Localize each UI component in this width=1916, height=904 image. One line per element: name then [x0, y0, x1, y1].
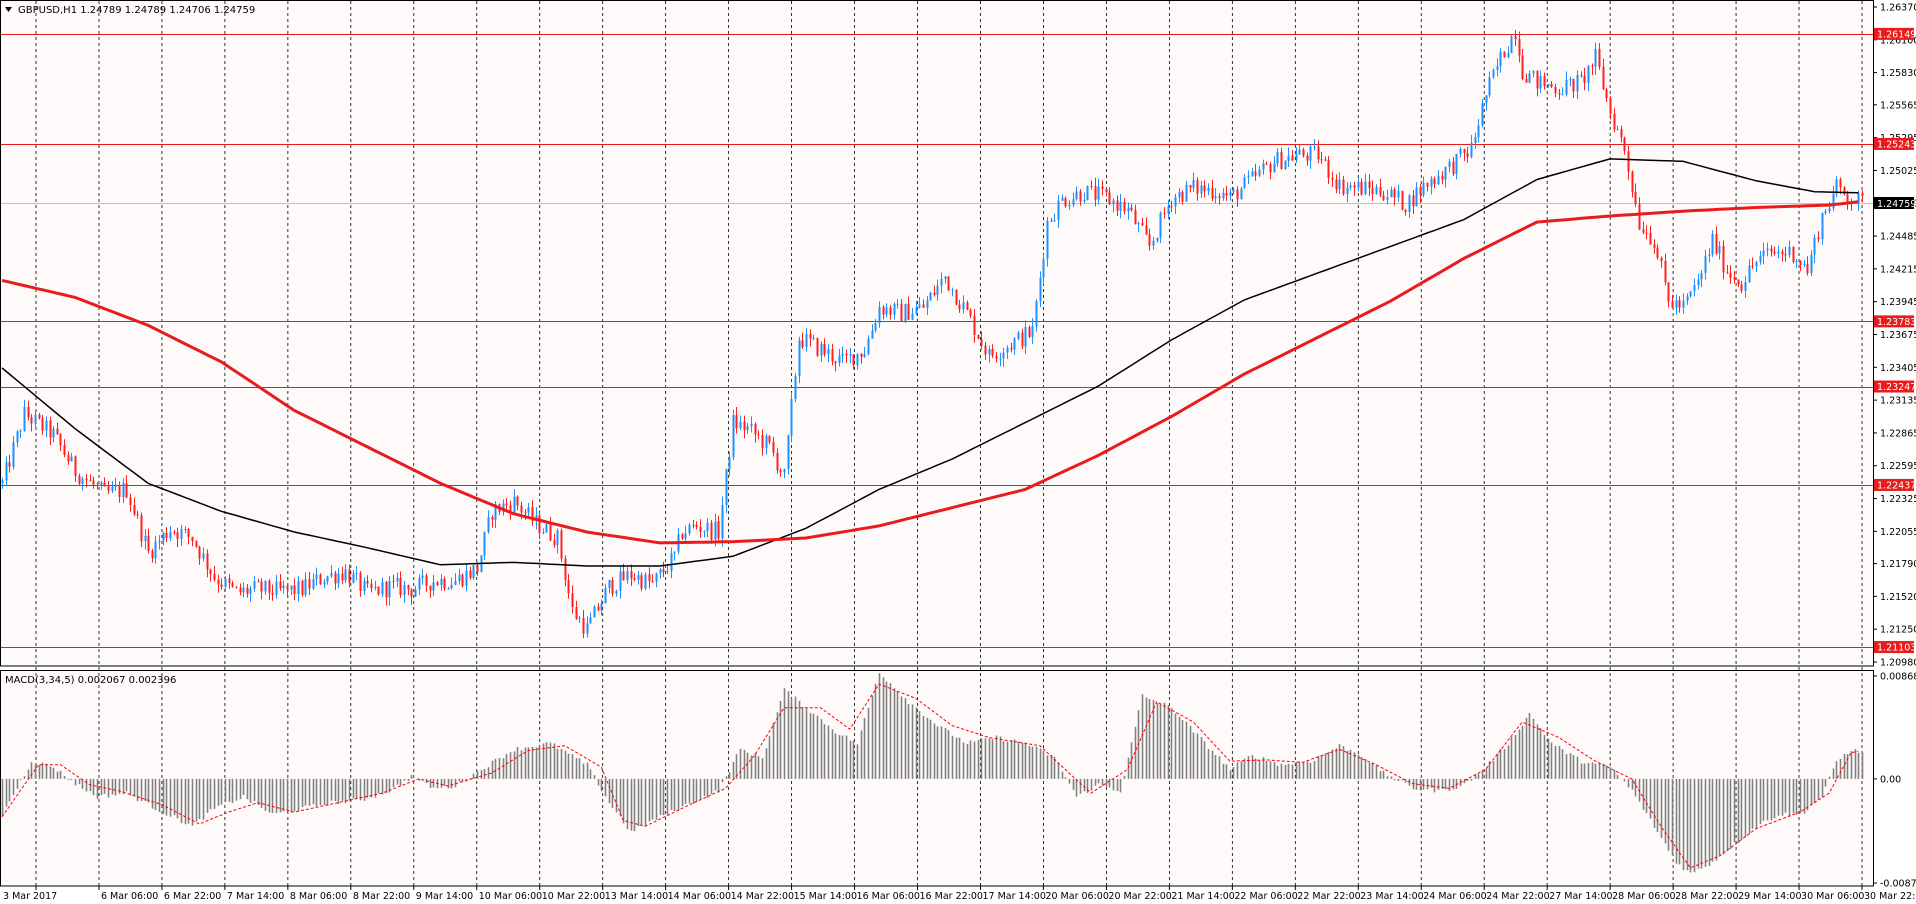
ma-fast-line [1, 158, 1859, 567]
y-tick-label: 1.25025 [1880, 166, 1916, 177]
price-panel[interactable] [1, 1, 1873, 666]
x-tick-label: 6 Mar 06:00 [101, 891, 158, 902]
x-tick-label: 16 Mar 22:00 [920, 891, 983, 902]
x-tick-label: 17 Mar 14:00 [982, 891, 1045, 902]
moving-averages [1, 158, 1859, 567]
level-tag-label: 1.22437 [1877, 480, 1916, 491]
macd-title: MACD(3,34,5) 0.002067 0.002396 [5, 675, 176, 686]
x-tick-label: 13 Mar 14:00 [605, 891, 668, 902]
x-tick-label: 7 Mar 14:00 [227, 891, 284, 902]
macd-y-tick-label: 0.008685 [1880, 671, 1916, 682]
y-tick-label: 1.22055 [1880, 527, 1916, 538]
macd-signal-line [1, 683, 1859, 869]
x-tick-label: 23 Mar 14:00 [1360, 891, 1423, 902]
x-tick-label: 29 Mar 14:00 [1738, 891, 1801, 902]
macd-y-tick-label: -0.008782 [1880, 879, 1916, 890]
y-tick-label: 1.23135 [1880, 396, 1916, 407]
x-tick-label: 21 Mar 14:00 [1171, 891, 1234, 902]
x-tick-label: 6 Mar 22:00 [164, 891, 221, 902]
current-price-tag [1874, 197, 1914, 209]
y-tick-label: 1.21250 [1880, 625, 1916, 636]
macd-y-tick-label: 0.00 [1880, 774, 1901, 785]
level-tag-label: 1.23783 [1877, 317, 1916, 328]
x-tick-label: 14 Mar 06:00 [668, 891, 731, 902]
x-tick-label: 3 Mar 2017 [3, 891, 57, 902]
macd-indicator [1, 673, 1864, 873]
x-tick-label: 30 Mar 22:00 [1864, 891, 1916, 902]
y-tick-label: 1.23945 [1880, 297, 1916, 308]
x-tick-label: 24 Mar 22:00 [1486, 891, 1549, 902]
symbol-label: GBPUSD,H1 [18, 5, 77, 16]
x-tick-label: 30 Mar 06:00 [1801, 891, 1864, 902]
x-tick-label: 8 Mar 22:00 [353, 891, 410, 902]
level-tag-label: 1.23247 [1877, 382, 1916, 393]
level-tag-label: 1.25243 [1877, 139, 1916, 150]
x-tick-label: 14 Mar 22:00 [731, 891, 794, 902]
x-tick-label: 10 Mar 06:00 [479, 891, 542, 902]
x-tick-label: 15 Mar 14:00 [794, 891, 857, 902]
menu-triangle-icon[interactable] [5, 7, 12, 12]
x-tick-label: 20 Mar 06:00 [1045, 891, 1108, 902]
x-tick-label: 28 Mar 06:00 [1612, 891, 1675, 902]
x-tick-label: 16 Mar 06:00 [857, 891, 920, 902]
x-tick-label: 20 Mar 22:00 [1108, 891, 1171, 902]
y-tick-label: 1.25830 [1880, 68, 1916, 79]
level-tag-label: 1.26149 [1877, 29, 1916, 40]
y-tick-label: 1.22595 [1880, 461, 1916, 472]
ohlc-label: 1.24789 1.24789 1.24706 1.24759 [80, 5, 255, 16]
y-tick-label: 1.22865 [1880, 428, 1916, 439]
x-tick-label: 10 Mar 22:00 [542, 891, 605, 902]
price-frame [0, 0, 1874, 667]
y-tick-label: 1.24485 [1880, 232, 1916, 243]
labels: 1.263701.261001.258301.255651.252951.250… [3, 3, 1916, 903]
level-tag [1874, 641, 1914, 654]
macd-frame [0, 670, 1874, 887]
y-tick-label: 1.25565 [1880, 100, 1916, 111]
y-tick-label: 1.24215 [1880, 264, 1916, 275]
current-price-label: 1.24759 [1877, 199, 1916, 210]
x-tick-label: 24 Mar 06:00 [1423, 891, 1486, 902]
y-tick-label: 1.22325 [1880, 494, 1916, 505]
x-tick-label: 22 Mar 22:00 [1297, 891, 1360, 902]
ma-slow-line [1, 200, 1859, 545]
y-tick-label: 1.23405 [1880, 363, 1916, 374]
x-tick-label: 8 Mar 06:00 [290, 891, 347, 902]
horizontal-levels[interactable] [1, 34, 1873, 648]
x-tick-label: 27 Mar 14:00 [1549, 891, 1612, 902]
y-tick-label: 1.21520 [1880, 592, 1916, 603]
y-tick-label: 1.21790 [1880, 559, 1916, 570]
x-tick-label: 28 Mar 22:00 [1675, 891, 1738, 902]
y-tick-label: 1.23675 [1880, 330, 1916, 341]
y-tick-label: 1.26100 [1880, 35, 1916, 46]
level-tag [1874, 315, 1914, 328]
y-tick-label: 1.26370 [1880, 3, 1916, 14]
x-tick-label: 22 Mar 06:00 [1234, 891, 1297, 902]
candles [1, 29, 1864, 639]
symbol-title: GBPUSD,H1 1.24789 1.24789 1.24706 1.2475… [18, 5, 255, 16]
level-tag [1874, 27, 1914, 40]
level-tag [1874, 137, 1914, 150]
level-tag [1874, 478, 1914, 491]
y-tick-label: 1.20980 [1880, 658, 1916, 669]
level-tag-label: 1.21103 [1877, 643, 1916, 654]
axes [0, 0, 1877, 890]
x-tick-label: 9 Mar 14:00 [416, 891, 473, 902]
level-tag [1874, 380, 1914, 393]
